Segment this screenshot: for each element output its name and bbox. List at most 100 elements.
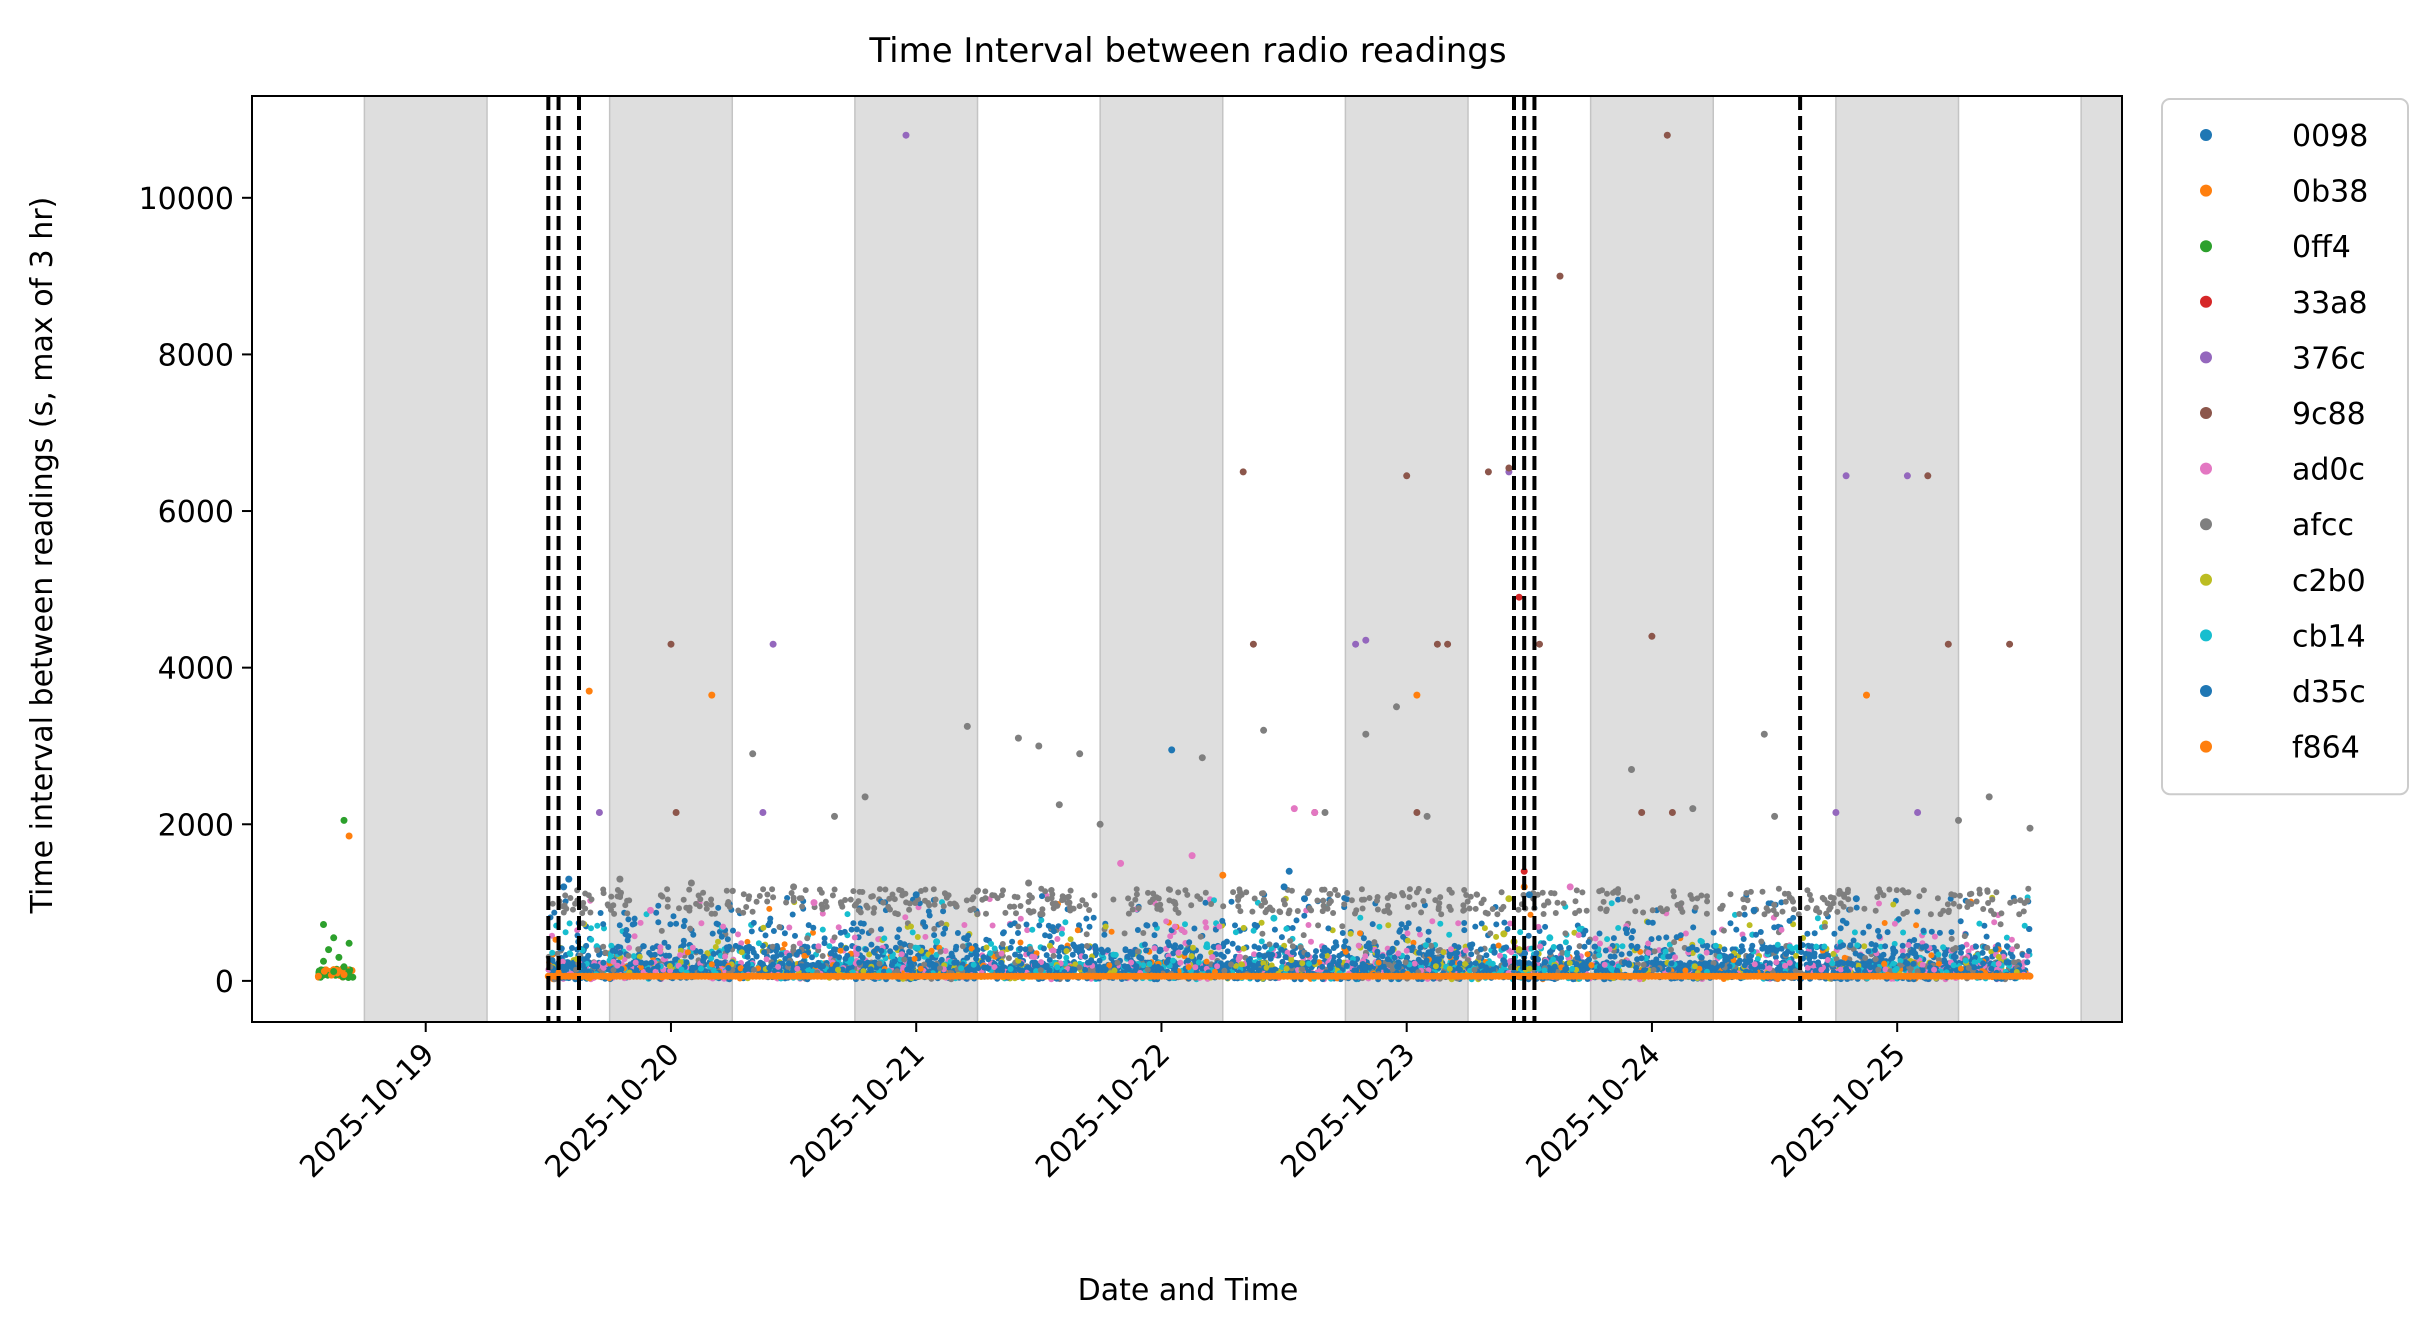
reading-point [1500,945,1507,952]
reading-point [841,928,848,935]
reading-point [1336,958,1343,965]
reading-point [1396,928,1403,935]
reading-point [1875,927,1881,934]
reading-point [737,965,744,972]
reading-point [1625,960,1632,967]
reading-point [1592,935,1599,942]
reading-point [1490,966,1497,973]
reading-point [1582,927,1589,934]
reading-point [968,945,975,952]
reading-point [819,926,826,933]
reading-point [1847,942,1854,949]
reading-point [1223,938,1230,945]
reading-point [1618,951,1625,958]
reading-point [655,919,662,926]
reading-point [1542,923,1549,930]
reading-point [873,964,880,971]
reading-point [549,949,556,956]
reading-point [1195,959,1202,966]
reading-point [1062,960,1068,967]
reading-point [1843,965,1850,972]
reading-point [1170,950,1177,957]
reading-point [1876,933,1883,940]
reading-point [680,923,687,930]
reading-point [907,943,914,949]
reading-point [588,936,595,943]
reading-point [1923,943,1929,950]
night-band [363,96,488,1022]
reading-point [704,950,711,957]
reading-point [1000,930,1006,937]
reading-point [998,959,1005,966]
reading-point [1562,930,1569,937]
reading-point [1199,965,1206,972]
reading-point [1928,952,1935,959]
reading-point [1417,944,1424,951]
reading-point [1881,960,1888,967]
reading-point [1716,953,1723,960]
reading-point [887,948,894,955]
reading-point [1425,952,1432,958]
reading-point [2024,952,2031,959]
reading-point [1642,955,1649,962]
reading-point [987,950,994,957]
reading-point [1071,966,1078,973]
reading-point [1339,930,1346,936]
reading-point [1891,940,1898,947]
reading-point [562,929,569,936]
reading-point [1102,923,1109,930]
reading-point [940,908,947,915]
reading-point [1101,931,1108,938]
reading-point [1928,928,1935,935]
reading-point [1349,960,1356,967]
reading-point [713,920,720,927]
reading-point [1462,961,1468,967]
reading-point [822,898,829,905]
reading-point [1913,922,1920,929]
reading-point [677,952,684,958]
reading-point [1313,948,1319,955]
reading-point [965,932,972,939]
reading-point [1824,957,1831,963]
reading-point [1369,921,1376,928]
reading-point [1284,949,1291,956]
reading-point [1952,945,1959,951]
reading-point [1957,944,1964,951]
reading-point [1232,962,1239,969]
reading-point [790,943,797,950]
reading-point [951,959,958,966]
reading-point [744,938,751,945]
reading-point [1219,917,1226,924]
reading-point [597,910,604,916]
reading-point [1675,965,1682,972]
reading-point [1630,928,1636,935]
reading-point [1178,926,1185,933]
reading-point [763,956,770,963]
reading-point [1712,942,1719,949]
reading-point [1746,922,1753,929]
reading-point [722,953,729,960]
reading-point [1671,939,1678,946]
reading-point [1067,936,1074,943]
reading-point [1029,953,1036,960]
reading-point [898,951,905,958]
reading-point [667,921,674,928]
reading-point [1007,922,1014,928]
reading-point [1374,948,1381,955]
reading-point [1895,916,1902,923]
reading-point [698,965,704,972]
reading-point [1371,939,1378,946]
reading-point [1058,930,1065,937]
reading-point [1537,943,1544,950]
reading-point [1319,963,1326,970]
reading-point [1829,960,1836,967]
reading-point [1971,964,1977,971]
reading-point [819,953,826,959]
reading-point [1668,946,1674,953]
reading-point [549,932,555,939]
reading-point [1619,943,1626,950]
reading-point [1172,942,1179,949]
reading-point [1871,947,1878,953]
reading-point [1395,950,1402,957]
reading-point [1376,923,1383,930]
